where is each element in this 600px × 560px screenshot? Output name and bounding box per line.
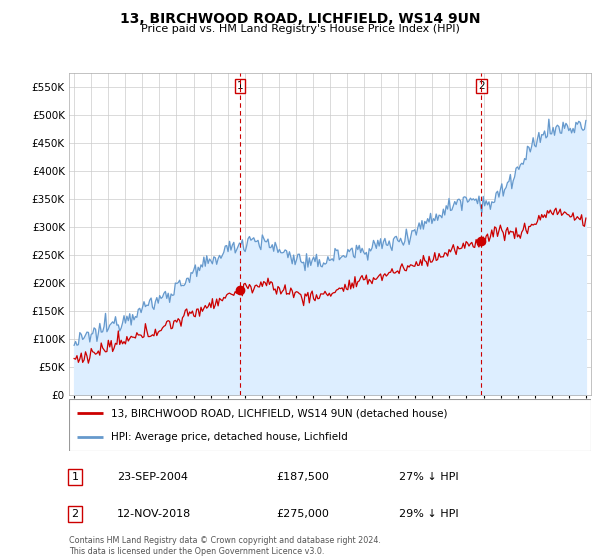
- FancyBboxPatch shape: [69, 399, 591, 451]
- Text: 2: 2: [478, 81, 485, 91]
- Text: Price paid vs. HM Land Registry's House Price Index (HPI): Price paid vs. HM Land Registry's House …: [140, 24, 460, 34]
- Text: 12-NOV-2018: 12-NOV-2018: [117, 509, 191, 519]
- Text: 27% ↓ HPI: 27% ↓ HPI: [399, 472, 458, 482]
- Text: 1: 1: [237, 81, 244, 91]
- Text: 29% ↓ HPI: 29% ↓ HPI: [399, 509, 458, 519]
- Text: £187,500: £187,500: [276, 472, 329, 482]
- Text: 2: 2: [71, 509, 79, 519]
- Text: £275,000: £275,000: [276, 509, 329, 519]
- Text: 23-SEP-2004: 23-SEP-2004: [117, 472, 188, 482]
- Text: 1: 1: [71, 472, 79, 482]
- Text: 13, BIRCHWOOD ROAD, LICHFIELD, WS14 9UN (detached house): 13, BIRCHWOOD ROAD, LICHFIELD, WS14 9UN …: [111, 408, 447, 418]
- Text: 13, BIRCHWOOD ROAD, LICHFIELD, WS14 9UN: 13, BIRCHWOOD ROAD, LICHFIELD, WS14 9UN: [120, 12, 480, 26]
- Text: HPI: Average price, detached house, Lichfield: HPI: Average price, detached house, Lich…: [111, 432, 347, 442]
- Text: Contains HM Land Registry data © Crown copyright and database right 2024.
This d: Contains HM Land Registry data © Crown c…: [69, 536, 381, 556]
